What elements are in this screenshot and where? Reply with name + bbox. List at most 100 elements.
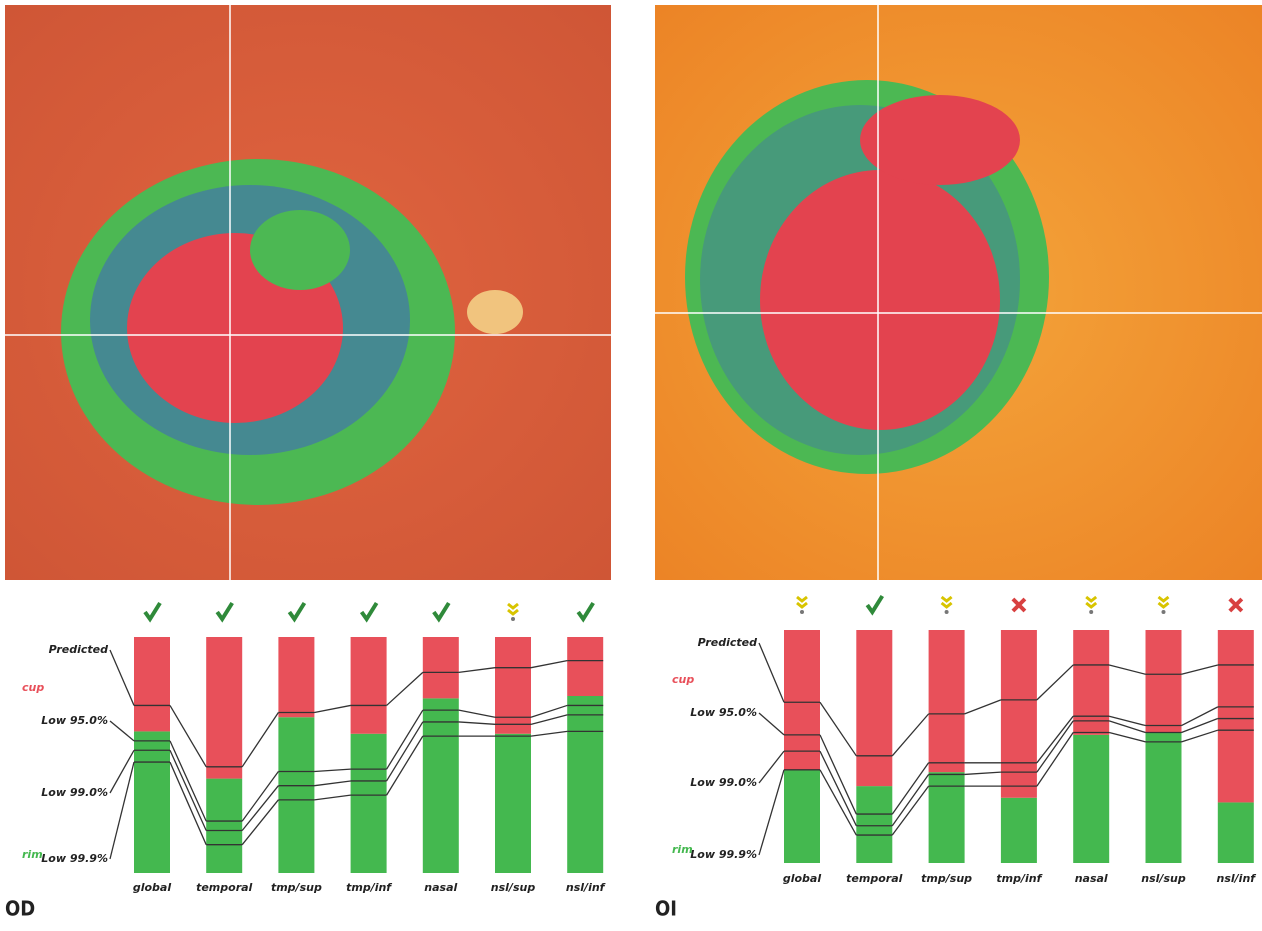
connector <box>965 772 1001 774</box>
category-label: global <box>783 872 821 885</box>
threshold-label: Low 99.0% <box>690 776 757 789</box>
connector <box>531 731 567 736</box>
threshold-label: Predicted <box>49 643 108 656</box>
connector <box>759 751 784 783</box>
threshold-label: Low 99.0% <box>41 786 108 799</box>
category-label: temporal <box>846 872 902 885</box>
connector <box>110 650 134 705</box>
connector <box>387 736 423 795</box>
connector <box>1037 721 1073 772</box>
bar-segment <box>278 637 314 717</box>
bar-segment <box>134 637 170 731</box>
status-cross <box>1013 599 1025 611</box>
bar-segment <box>1218 802 1254 863</box>
connector <box>170 705 206 766</box>
connector <box>1109 733 1145 742</box>
status-caution <box>1086 597 1096 607</box>
bar-segment <box>784 770 820 863</box>
bar-segment <box>567 696 603 873</box>
series-label: cup <box>672 673 694 686</box>
connector <box>314 795 350 800</box>
status-caution <box>942 597 952 607</box>
status-caution-dot <box>511 617 515 621</box>
scan-image-oi <box>655 5 1262 580</box>
category-label: nsl/sup <box>491 881 536 894</box>
connector <box>892 714 928 756</box>
status-check <box>434 603 449 619</box>
connector <box>1182 730 1218 742</box>
bar-segment <box>784 630 820 770</box>
bar-segment <box>856 630 892 786</box>
status-caution-dot <box>1162 610 1166 614</box>
connector <box>759 770 784 855</box>
connector <box>1182 707 1218 726</box>
connector <box>892 786 928 835</box>
connector <box>314 705 350 712</box>
connector <box>314 781 350 786</box>
category-label: tmp/inf <box>996 872 1042 885</box>
category-label: tmp/sup <box>921 872 972 885</box>
connector <box>170 762 206 845</box>
status-check <box>145 603 160 619</box>
connector <box>1109 665 1145 674</box>
connector <box>820 751 856 826</box>
bar-segment <box>1218 630 1254 802</box>
connector <box>892 763 928 814</box>
connector <box>387 710 423 769</box>
connector <box>892 774 928 825</box>
connector <box>1037 665 1073 700</box>
connector <box>531 715 567 724</box>
bar-segment <box>1001 798 1037 863</box>
bar-segment <box>1146 630 1182 733</box>
bar-segment <box>495 637 531 734</box>
status-caution <box>797 597 807 607</box>
bar-segment <box>929 630 965 772</box>
bar-segment <box>206 637 242 779</box>
status-cross <box>1230 599 1242 611</box>
bar-segment <box>351 734 387 873</box>
bar-segment <box>351 637 387 734</box>
connector <box>242 800 278 845</box>
connector <box>1182 665 1218 674</box>
connector <box>459 710 495 717</box>
connector <box>1109 716 1145 725</box>
scan-image-od <box>5 5 611 580</box>
series-label: cup <box>22 681 44 694</box>
connector <box>531 705 567 717</box>
status-check <box>362 603 377 619</box>
connector <box>314 769 350 771</box>
threshold-label: Low 95.0% <box>41 714 108 727</box>
status-check <box>578 603 593 619</box>
bar-segment <box>495 734 531 873</box>
connector <box>1182 719 1218 733</box>
category-label: nasal <box>1075 872 1108 885</box>
category-label: nsl/inf <box>1217 872 1257 885</box>
bar-segment <box>1073 735 1109 863</box>
status-caution-dot <box>1089 610 1093 614</box>
status-caution <box>508 604 518 614</box>
connector <box>242 786 278 831</box>
threshold-label: Low 95.0% <box>690 706 757 719</box>
bar-segment <box>423 637 459 698</box>
connector <box>242 713 278 767</box>
category-label: tmp/inf <box>346 881 392 894</box>
category-label: nasal <box>424 881 457 894</box>
connector <box>387 672 423 705</box>
category-label: temporal <box>196 881 252 894</box>
connector <box>170 741 206 821</box>
bar-segment <box>856 786 892 863</box>
status-check <box>289 603 304 619</box>
connector <box>759 643 784 702</box>
category-label: nsl/sup <box>1141 872 1186 885</box>
threshold-label: Low 99.9% <box>690 848 757 861</box>
status-caution-dot <box>800 610 804 614</box>
figure: OD global temporal tmp/sup tmp/inf nasal nsl/s… <box>0 0 1262 931</box>
panel-label: OD <box>5 897 35 921</box>
category-label: nsl/inf <box>566 881 606 894</box>
connector <box>242 772 278 822</box>
threshold-label: Predicted <box>698 636 757 649</box>
bar-segment <box>423 698 459 873</box>
status-check <box>867 596 882 612</box>
